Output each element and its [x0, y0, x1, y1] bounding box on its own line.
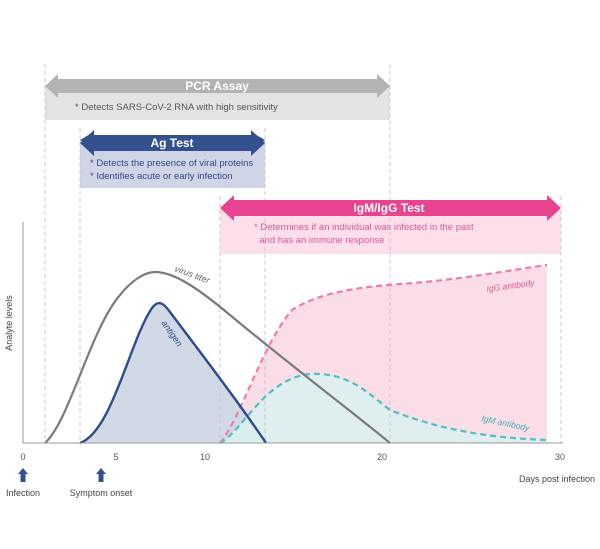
- x-tick-label: 5: [113, 452, 118, 462]
- ag-arrow-body: [80, 130, 265, 156]
- symptom-onset-arrow-icon: [96, 468, 106, 482]
- virus-titer-label: virus titer: [173, 263, 212, 285]
- antigen-curve: [79, 301, 267, 445]
- x-tick-label: 10: [200, 452, 210, 462]
- igm-igg-note-2: and has an immune response: [254, 235, 384, 246]
- pcr-arrow: [45, 74, 390, 98]
- infection-label: Infection: [6, 488, 40, 498]
- igm-igg-note-1: * Determines if an individual was infect…: [254, 222, 474, 233]
- virus-titer-curve: [44, 270, 391, 444]
- x-axis-label: Days post infection: [519, 474, 595, 484]
- x-ticks: 0 5 10 20 30: [20, 452, 565, 462]
- ag-title: Ag Test: [150, 136, 193, 150]
- pcr-title: PCR Assay: [185, 79, 249, 93]
- igm-igg-arrow: [220, 195, 561, 221]
- igm-igg-title: IgM/IgG Test: [353, 201, 424, 215]
- antigen-area: [80, 303, 266, 443]
- ag-note-2: * Identifies acute or early infection: [90, 171, 233, 182]
- igg-curve: [219, 263, 548, 444]
- symptom-onset-label: Symptom onset: [70, 488, 133, 498]
- y-axis-label: Analyte levels: [4, 295, 14, 351]
- x-tick-label: 20: [377, 452, 387, 462]
- ag-note-1: * Detects the presence of viral proteins: [90, 158, 253, 169]
- igm-area: [220, 373, 547, 443]
- x-tick-label: 30: [555, 452, 565, 462]
- x-tick-label: 0: [20, 452, 25, 462]
- igm-curve: [219, 372, 548, 444]
- infection-arrow-icon: [18, 468, 28, 482]
- guide-lines: [44, 64, 562, 443]
- pcr-note: * Detects SARS-CoV-2 RNA with high sensi…: [75, 102, 278, 113]
